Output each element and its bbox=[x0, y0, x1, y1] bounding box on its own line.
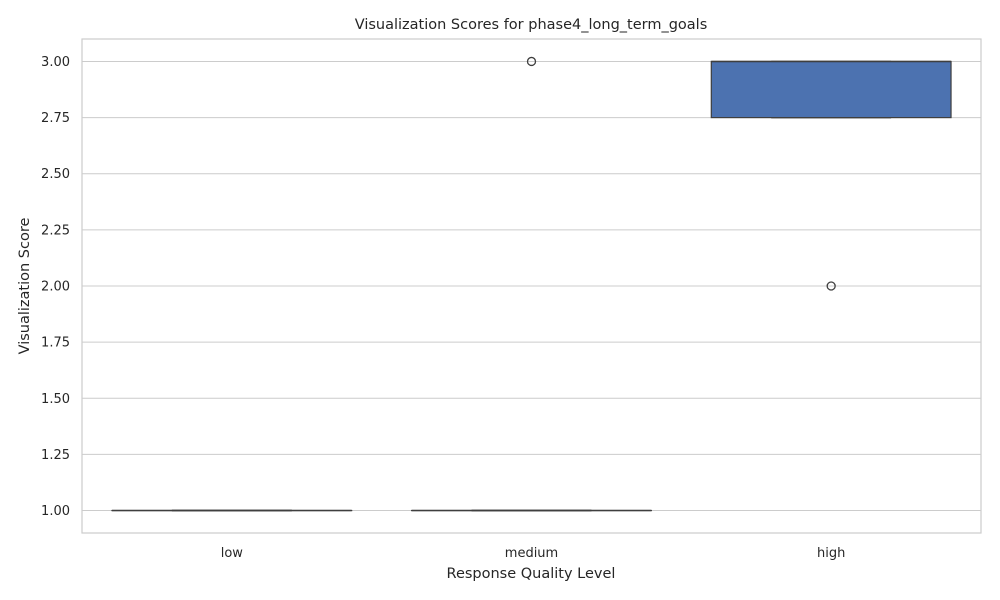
y-tick-label: 1.00 bbox=[41, 504, 70, 519]
y-tick-label: 1.75 bbox=[41, 336, 70, 351]
y-tick-labels: 1.00 1.25 1.50 1.75 2.00 2.25 2.50 2.75 3.00 bbox=[41, 55, 70, 519]
outlier-point bbox=[826, 281, 836, 291]
box-medium bbox=[411, 56, 652, 512]
y-tick-label: 2.00 bbox=[41, 280, 70, 295]
x-axis-label: Response Quality Level bbox=[447, 566, 616, 582]
x-tick-labels: low medium high bbox=[221, 546, 846, 561]
y-axis-label: Visualization Score bbox=[17, 218, 33, 355]
y-tick-label: 1.25 bbox=[41, 448, 70, 463]
y-tick-label: 2.75 bbox=[41, 111, 70, 126]
y-tick-label: 2.25 bbox=[41, 223, 70, 238]
boxes bbox=[111, 56, 952, 512]
y-tick-label: 3.00 bbox=[41, 55, 70, 70]
box-iqr bbox=[710, 60, 952, 119]
chart-title: Visualization Scores for phase4_long_ter… bbox=[355, 17, 708, 33]
x-tick-label-high: high bbox=[817, 546, 845, 561]
y-tick-label: 1.50 bbox=[41, 392, 70, 407]
outlier-point bbox=[526, 56, 537, 67]
box-high bbox=[710, 60, 952, 291]
y-tick-label: 2.50 bbox=[41, 167, 70, 182]
plot-frame bbox=[81, 38, 982, 534]
x-tick-label-medium: medium bbox=[505, 546, 558, 561]
x-tick-label-low: low bbox=[221, 546, 244, 561]
gridlines bbox=[82, 60, 981, 512]
